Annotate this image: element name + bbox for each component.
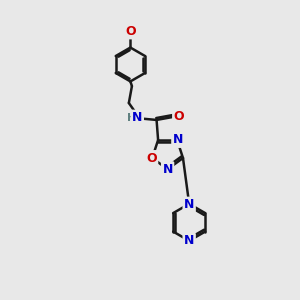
Text: N: N [162,163,173,176]
Text: O: O [146,152,157,164]
Text: N: N [184,234,194,247]
Text: O: O [174,110,184,123]
Text: H: H [127,112,136,123]
Text: N: N [184,198,194,211]
Text: O: O [125,25,136,38]
Text: N: N [173,134,183,146]
Text: N: N [132,111,142,124]
